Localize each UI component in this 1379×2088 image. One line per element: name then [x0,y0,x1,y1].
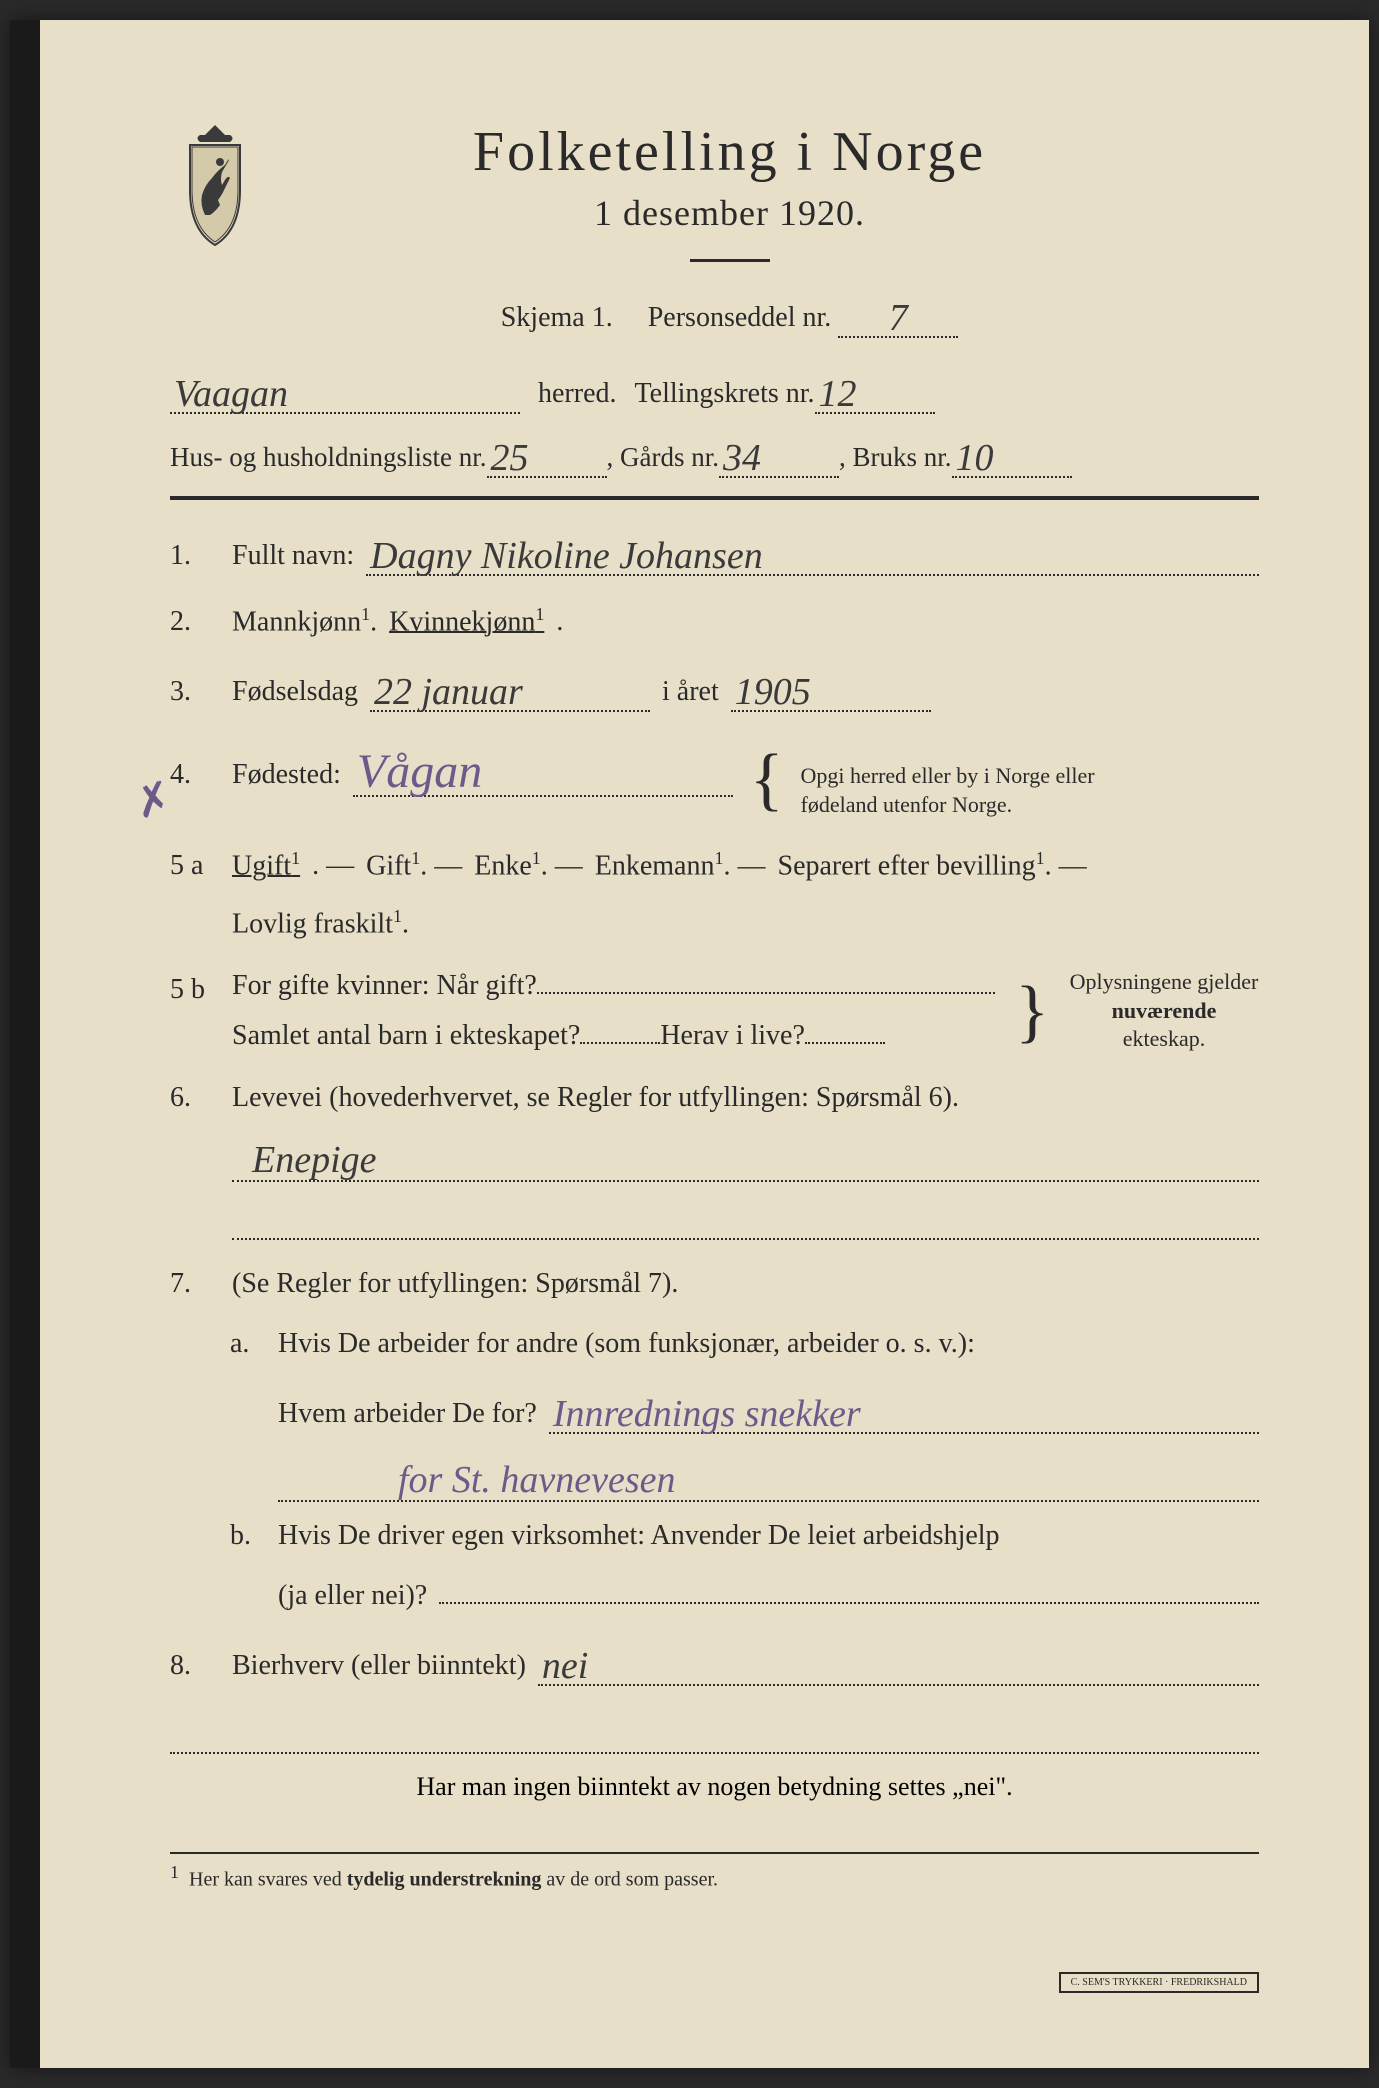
q5b-note: Oplysningene gjelder nuværende ekteskap. [1069,968,1259,1054]
printer-stamp: C. SEM'S TRYKKERI · FREDRIKSHALD [1059,1972,1259,1993]
footer-hint: Har man ingen biinntekt av nogen betydni… [170,1772,1259,1802]
q5b-label1: For gifte kvinner: Når gift? [232,970,537,1002]
q2-kvinne: Kvinnekjønn1 [389,604,544,638]
q7b-label1: Hvis De driver egen virksomhet: Anvender… [278,1520,1000,1552]
census-form-page: ✗ Folketelling i Norge 1 desember 1920. … [10,20,1369,2068]
q1-row: 1. Fullt navn: Dagny Nikoline Johansen [170,530,1259,576]
q5b-num: 5 b [170,974,220,1006]
q8-row: 8. Bierhverv (eller biinntekt) nei [170,1640,1259,1686]
gards-value: 34 [723,437,761,479]
title-divider [690,259,770,262]
q6-block: 6. Levevei (hovederhvervet, se Regler fo… [170,1082,1259,1240]
tellingskrets-value: 12 [819,373,857,415]
q7a-label1: Hvis De arbeider for andre (som funksjon… [278,1328,975,1360]
q1-value: Dagny Nikoline Johansen [370,535,763,577]
gards-label: , Gårds nr. [607,442,719,473]
q6-label: Levevei (hovederhvervet, se Regler for u… [232,1082,959,1114]
header: Folketelling i Norge 1 desember 1920. Sk… [170,120,1259,358]
husliste-value: 25 [491,437,529,479]
q5b-row: 5 b For gifte kvinner: Når gift? Samlet … [170,968,1259,1054]
q5a-row: 5 a Ugift1. — Gift1. — Enke1. — Enkemann… [170,848,1259,941]
q3-label: Fødselsdag [232,676,358,708]
q5a-separert: Separert efter bevilling1. — [778,848,1087,882]
q2-row: 2. Mannkjønn1. Kvinnekjønn1. [170,604,1259,638]
title-block: Folketelling i Norge 1 desember 1920. Sk… [290,120,1259,358]
q5b-label2: Samlet antal barn i ekteskapet? [232,1020,580,1052]
bruks-label: , Bruks nr. [839,442,952,473]
person-nr-value: 7 [889,297,908,339]
q1-num: 1. [170,540,220,572]
form-meta-line: Skjema 1. Personseddel nr. 7 [290,292,1169,338]
husliste-row: Hus- og husholdningsliste nr. 25 , Gårds… [170,432,1259,478]
q7-label: (Se Regler for utfyllingen: Spørsmål 7). [232,1268,678,1300]
q3-num: 3. [170,676,220,708]
q8-label: Bierhverv (eller biinntekt) [232,1650,526,1682]
skjema-label: Skjema 1. [501,302,613,333]
q1-label: Fullt navn: [232,540,354,572]
q5a-enkemann: Enkemann1. — [595,848,766,882]
footnote: 1 Her kan svares ved tydelig understrekn… [170,1862,1259,1892]
main-divider [170,496,1259,500]
q7-block: 7. (Se Regler for utfyllingen: Spørsmål … [170,1268,1259,1612]
q3-day-value: 22 januar [374,671,523,713]
q8-num: 8. [170,1650,220,1682]
q3-row: 3. Fødselsdag 22 januar i året 1905 [170,666,1259,712]
q4-label: Fødested: [232,759,341,791]
q7a-value1: Innrednings snekker [553,1393,861,1435]
q7a-num: a. [230,1328,266,1360]
footnote-area: 1 Her kan svares ved tydelig understrekn… [170,1852,1259,1892]
herred-value: Vaagan [174,373,288,415]
q5a-enke: Enke1. — [474,848,583,882]
q7-num: 7. [170,1268,220,1300]
q7a-value2: for St. havnevesen [398,1458,676,1502]
person-label: Personseddel nr. [648,302,832,333]
q2-mann: Mannkjønn1. [232,604,377,638]
brace-icon: } [1015,994,1049,1029]
q5b-label3: Herav i live? [660,1020,805,1052]
brace-icon: { [750,762,784,797]
bruks-value: 10 [956,437,994,479]
q5a-gift: Gift1. — [366,848,462,882]
herred-row: Vaagan herred. Tellingskrets nr. 12 [170,368,1259,414]
q7b-label2: (ja eller nei)? [278,1580,427,1612]
coat-of-arms-icon [170,120,260,250]
husliste-label: Hus- og husholdningsliste nr. [170,442,487,473]
q4-value: Vågan [357,745,482,798]
q3-year-label: i året [662,676,719,708]
q7a-label2: Hvem arbeider De for? [278,1398,537,1430]
q2-num: 2. [170,606,220,638]
page-subtitle: 1 desember 1920. [290,192,1169,234]
page-title: Folketelling i Norge [290,120,1169,184]
q7b-num: b. [230,1520,266,1552]
q3-year-value: 1905 [735,671,811,713]
herred-label: herred. [538,378,617,410]
q5a-num: 5 a [170,850,220,882]
q5a-ugift: Ugift1 [232,848,300,882]
q5a-fraskilt: Lovlig fraskilt1. [232,906,409,940]
q6-num: 6. [170,1082,220,1114]
q8-value: nei [542,1645,588,1687]
q4-note: Opgi herred eller by i Norge eller fødel… [801,762,1101,819]
q4-num: 4. [170,759,220,791]
q4-row: 4. Fødested: Vågan { Opgi herred eller b… [170,740,1259,819]
tellingskrets-label: Tellingskrets nr. [635,378,815,410]
q6-value: Enepige [252,1138,377,1182]
